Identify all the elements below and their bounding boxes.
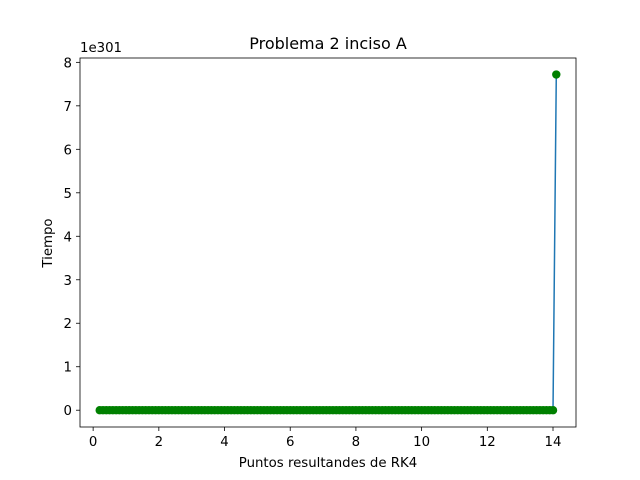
x-tick-label-6: 6	[286, 435, 294, 450]
axes-frame	[79, 57, 577, 428]
y-tick-label-8: 8	[64, 56, 72, 71]
y-tick-label-0: 0	[64, 404, 72, 419]
plot-area	[95, 70, 561, 415]
y-axis-label: Tiempo	[41, 218, 56, 268]
y-tick-label-6: 6	[64, 143, 72, 158]
y-tick-label-7: 7	[64, 100, 72, 115]
x-tick-label-10: 10	[413, 435, 430, 450]
chart-title: Problema 2 inciso A	[249, 34, 407, 53]
y-tick-label-1: 1	[64, 361, 72, 376]
x-tick-label-8: 8	[352, 435, 360, 450]
y-tick-label-5: 5	[64, 187, 72, 202]
x-tick-label-14: 14	[545, 435, 562, 450]
x-tick-label-2: 2	[155, 435, 163, 450]
x-tick-label-12: 12	[479, 435, 496, 450]
y-tick-label-4: 4	[64, 230, 72, 245]
data-point-139	[552, 70, 561, 79]
x-tick-label-4: 4	[220, 435, 228, 450]
x-tick-label-0: 0	[89, 435, 97, 450]
y-tick-label-2: 2	[64, 317, 72, 332]
y-tick-label-3: 3	[64, 274, 72, 289]
x-axis-label: Puntos resultandes de RK4	[239, 456, 417, 471]
data-point-138	[548, 406, 558, 415]
y-offset-label: 1e301	[80, 41, 122, 56]
